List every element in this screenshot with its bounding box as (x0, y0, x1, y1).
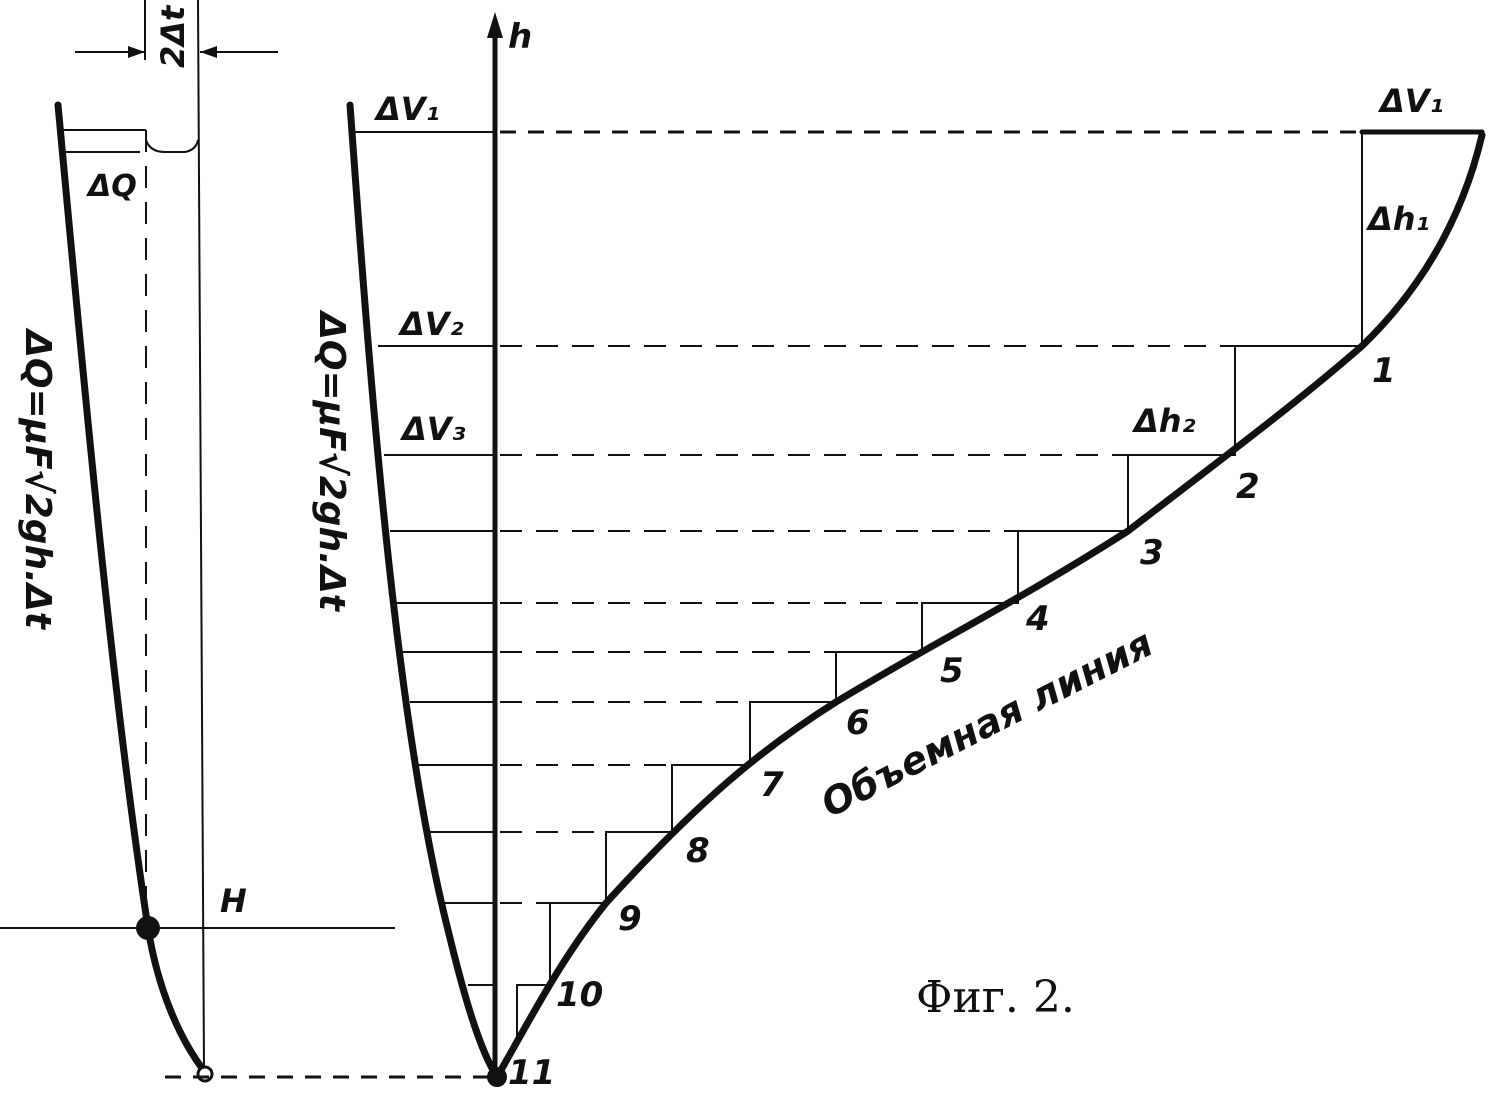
brace-curve (145, 139, 199, 153)
arrowhead-left (128, 46, 145, 58)
delta-h1-label: Δh₁ (1365, 200, 1430, 238)
point-label-2: 2 (1236, 467, 1260, 507)
delta-h2-label: Δh₂ (1131, 402, 1196, 440)
delta-v2-label: ΔV₂ (397, 305, 464, 343)
formula-left: ΔQ=μF√2gh.Δt (17, 327, 58, 631)
arrowhead-right (200, 46, 217, 58)
point-label-9: 9 (618, 899, 642, 939)
point-numbers: 1 2 3 4 5 6 7 8 9 10 11 (508, 351, 1396, 1093)
two-delta-t-label: 2Δt (154, 4, 192, 68)
point-label-4: 4 (1025, 599, 1050, 639)
dashed-lines (500, 130, 1362, 904)
staircase (516, 132, 1363, 1040)
vertical-axis-line (197, 0, 205, 1071)
delta-q-label: ΔQ (86, 169, 137, 204)
point-label-3: 3 (1140, 533, 1164, 573)
delta-v1-right-label: ΔV₁ (1377, 82, 1444, 120)
h-point-dot (136, 916, 160, 940)
point-label-10: 10 (556, 975, 603, 1015)
delta-v3-label: ΔV₃ (399, 410, 466, 448)
point-label-6: 6 (846, 703, 870, 743)
discharge-curve (346, 101, 501, 1081)
h-axis-label: h (508, 17, 532, 57)
step-lines-left (352, 131, 495, 986)
volume-curve (493, 131, 1486, 1081)
bottom-circle (196, 1065, 214, 1083)
left-figure: 2Δt ΔQ H ΔQ=μF√2gh.Δt (0, 0, 395, 1083)
point-label-8: 8 (686, 831, 710, 871)
figure-caption: Фиг. 2. (916, 972, 1075, 1023)
h-point-label: H (220, 882, 247, 920)
main-figure: h (311, 12, 1486, 1093)
point-label-11: 11 (508, 1053, 555, 1093)
origin-dot (487, 1067, 507, 1087)
point-label-7: 7 (760, 765, 784, 805)
delta-v1-left-label: ΔV₁ (373, 90, 440, 128)
point-label-5: 5 (940, 651, 964, 691)
formula-mid: ΔQ=μF√2gh.Δt (311, 309, 352, 613)
left-curve (54, 101, 209, 1076)
point-label-1: 1 (1372, 351, 1396, 391)
h-axis-arrow (487, 12, 503, 38)
